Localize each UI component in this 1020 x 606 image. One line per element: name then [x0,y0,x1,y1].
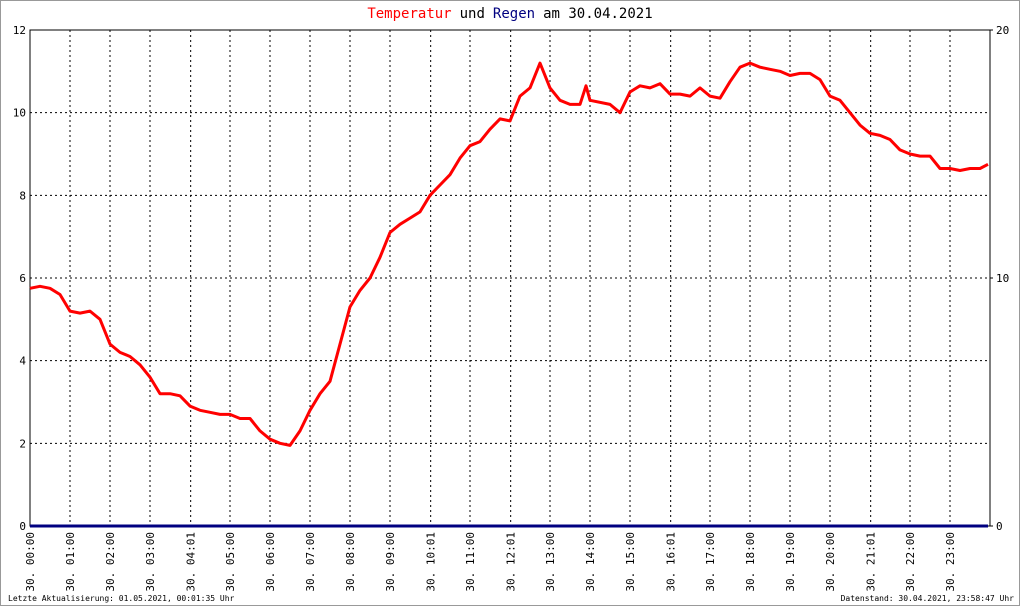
chart-title: Temperatur und Regen am 30.04.2021 [367,6,652,22]
title-word: Temperatur [367,6,451,22]
footer-right: Datenstand: 30.04.2021, 23:58:47 Uhr [841,594,1015,603]
y-tick-label: 12 [13,24,26,37]
y2-tick-label: 20 [996,24,1009,37]
x-tick-label: 30. 20:00 [824,532,837,592]
title-word: und [460,6,485,22]
x-tick-label: 30. 03:00 [144,532,157,592]
y-tick-label: 0 [19,520,26,533]
x-tick-label: 30. 09:00 [384,532,397,592]
x-tick-label: 30. 15:00 [624,532,637,592]
x-tick-label: 30. 06:00 [264,532,277,592]
x-tick-label: 30. 11:00 [464,532,477,592]
x-tick-label: 30. 23:00 [944,532,957,592]
x-tick-label: 30. 16:01 [665,532,678,592]
x-tick-label: 30. 02:00 [104,532,117,592]
x-tick-label: 30. 12:01 [505,532,518,592]
x-tick-label: 30. 00:00 [24,532,37,592]
x-tick-label: 30. 08:00 [344,532,357,592]
x-tick-label: 30. 01:00 [64,532,77,592]
y-tick-label: 4 [19,355,26,368]
y-tick-label: 6 [19,272,26,285]
y-tick-label: 2 [19,437,26,450]
y2-tick-label: 0 [996,520,1003,533]
y2-tick-label: 10 [996,272,1009,285]
y-tick-label: 8 [19,189,26,202]
x-tick-label: 30. 13:00 [544,532,557,592]
x-tick-label: 30. 17:00 [704,532,717,592]
x-tick-label: 30. 19:00 [784,532,797,592]
y-tick-label: 10 [13,107,26,120]
x-tick-label: 30. 18:00 [744,532,757,592]
title-word: am 30.04.2021 [543,6,653,22]
x-tick-label: 30. 21:01 [865,532,878,592]
title-word: Regen [493,6,535,22]
x-tick-label: 30. 10:01 [425,532,438,592]
x-tick-label: 30. 22:00 [904,532,917,592]
x-tick-label: 30. 07:00 [304,532,317,592]
series-line [29,61,989,447]
x-tick-label: 30. 05:00 [224,532,237,592]
x-tick-label: 30. 14:00 [584,532,597,592]
footer-left: Letzte Aktualisierung: 01.05.2021, 00:01… [8,594,235,603]
x-tick-label: 30. 04:01 [185,532,198,592]
